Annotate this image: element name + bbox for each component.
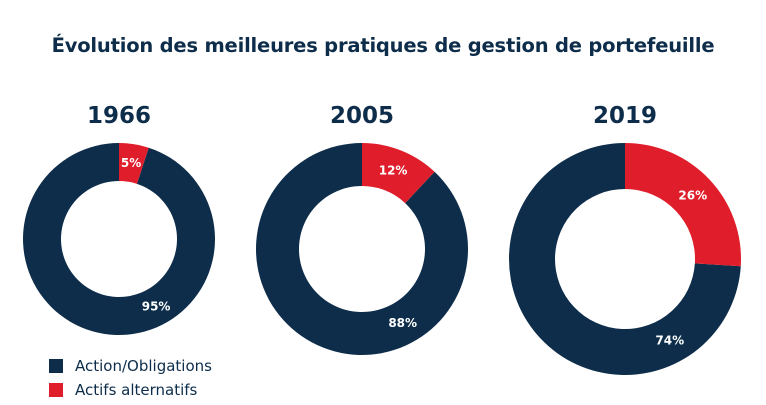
legend: Action/Obligations Actifs alternatifs bbox=[49, 354, 212, 402]
legend-label-actifs-alternatifs: Actifs alternatifs bbox=[75, 381, 198, 399]
slice-2005-action-obligations bbox=[255, 143, 468, 355]
legend-label-action-obligations: Action/Obligations bbox=[75, 357, 212, 375]
legend-swatch-actifs-alternatifs bbox=[49, 383, 63, 397]
legend-swatch-action-obligations bbox=[49, 359, 63, 373]
data-label-2019-actifs-alternatifs: 26% bbox=[678, 188, 707, 202]
slice-1966-actifs-alternatifs bbox=[119, 143, 149, 184]
data-label-2005-action-obligations: 88% bbox=[388, 316, 417, 330]
slice-2005-actifs-alternatifs bbox=[362, 143, 435, 204]
data-label-2019-action-obligations: 74% bbox=[655, 333, 684, 347]
year-label-1966: 1966 bbox=[87, 103, 151, 129]
slice-1966-action-obligations bbox=[22, 143, 215, 336]
chart-title: Évolution des meilleures pratiques de ge… bbox=[51, 34, 715, 57]
year-label-2019: 2019 bbox=[593, 103, 657, 129]
data-label-2005-actifs-alternatifs: 12% bbox=[379, 163, 408, 177]
legend-item-action-obligations: Action/Obligations bbox=[49, 354, 212, 378]
legend-item-actifs-alternatifs: Actifs alternatifs bbox=[49, 378, 212, 402]
data-label-1966-action-obligations: 95% bbox=[142, 299, 171, 313]
data-label-1966-actifs-alternatifs: 5% bbox=[121, 156, 141, 170]
slice-2019-action-obligations bbox=[509, 143, 741, 376]
year-label-2005: 2005 bbox=[330, 103, 394, 129]
slice-2019-actifs-alternatifs bbox=[625, 143, 741, 267]
